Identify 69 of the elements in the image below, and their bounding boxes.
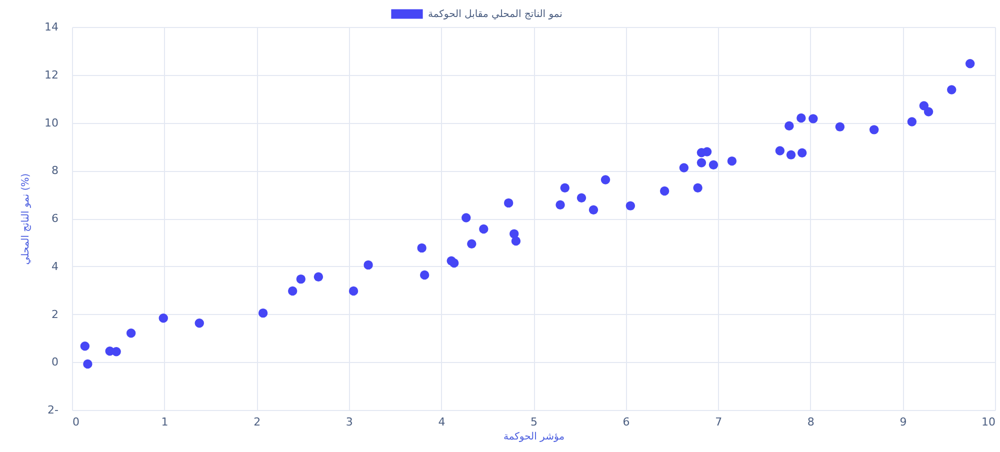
y-tick-label: 4 [52,260,58,273]
point [835,122,845,132]
x-tick-label: 9 [900,416,907,428]
point [348,286,358,296]
point [660,186,670,196]
point [288,286,298,296]
y-tick-label: 0 [52,356,58,369]
point [576,193,586,203]
x-tick-label: 3 [346,416,353,428]
x-tick-label: 5 [530,416,538,428]
y-tick-label: 14 [44,20,58,34]
point [786,150,796,160]
point [420,270,430,280]
y-tick-label: 10 [44,116,58,130]
point [797,148,807,158]
point [450,258,459,268]
x-tick-label: 6 [622,416,630,428]
y-tick-label: 12 [44,68,58,82]
point [708,160,718,170]
point [693,183,702,192]
point [869,125,879,134]
point [702,147,712,156]
point [80,341,90,351]
point [965,59,975,68]
x-tick-label: 2 [254,416,261,428]
point [511,236,521,246]
point [467,239,476,248]
point [588,205,598,214]
x-tick-label: 7 [715,416,722,428]
y-tick-label: 2 [52,308,58,321]
point [626,201,636,210]
point [924,107,934,116]
x-tick-label: 10 [982,416,996,428]
point [504,198,514,208]
x-tick-label: 0 [72,416,80,428]
point [727,156,737,166]
point [258,308,268,318]
point [784,121,794,130]
point [775,146,785,156]
point [796,113,806,123]
point [600,175,610,184]
x-tick-label: 1 [161,416,168,428]
y-axis-title: نمو الناتج المحلي (%) [20,173,32,265]
point [83,359,92,369]
point [112,346,121,356]
point [314,272,324,282]
point [158,313,168,323]
x-axis-title: مؤشر الحوكمة [504,432,564,442]
y-tick-label: 8 [52,164,58,178]
legend-label: نمو الناتج المحلي مقابل الحوكمة [428,9,562,20]
point [479,224,488,234]
point [194,318,204,328]
y-tick-label: 6 [52,212,58,225]
point [417,243,426,253]
point [560,183,570,192]
x-tick-label: 8 [807,416,814,428]
point [556,200,565,210]
point [947,85,956,94]
point [296,274,306,284]
point [919,101,929,110]
point [364,260,373,270]
point [696,158,706,168]
point [679,163,689,172]
point [126,328,136,338]
point [907,117,917,126]
point [462,213,471,222]
y-tick-label: 2- [48,404,59,416]
x-tick-label: 4 [438,416,446,428]
point [808,114,818,124]
